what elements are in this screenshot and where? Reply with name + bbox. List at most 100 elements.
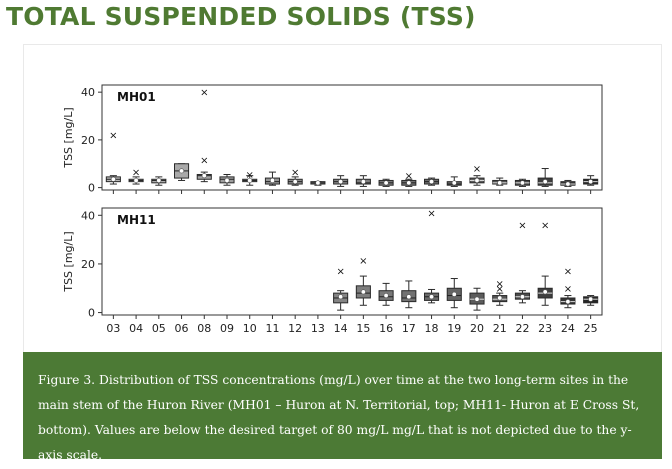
y-axis-title: TSS [mg/L]: [62, 231, 75, 292]
mean-marker: [338, 179, 344, 185]
mean-marker: [292, 179, 298, 185]
x-tick-label: 10: [243, 322, 257, 335]
x-tick-label: 03: [106, 322, 120, 335]
box-04: ×: [128, 168, 144, 185]
mean-marker: [451, 180, 457, 186]
figure-caption: Figure 3. Distribution of TSS concentrat…: [38, 373, 640, 462]
panel-label: MH01: [117, 90, 156, 104]
box-24: ××: [560, 267, 576, 309]
flier-marker: ×: [246, 170, 254, 181]
box-21: [492, 177, 508, 186]
box-17: ×: [401, 171, 417, 187]
box-19: [446, 176, 462, 187]
flier-marker: ×: [200, 88, 208, 99]
x-tick-label: 11: [265, 322, 279, 335]
mean-marker: [360, 289, 366, 295]
mean-marker: [224, 177, 230, 183]
box-03: ×: [105, 131, 121, 185]
x-tick-label: 05: [152, 322, 166, 335]
panel-label: MH11: [117, 213, 156, 227]
box-08: ××: [196, 88, 212, 183]
flier-marker: ×: [291, 168, 299, 179]
x-tick-label: 09: [220, 322, 234, 335]
box-16: [378, 282, 394, 306]
x-tick-label: 20: [470, 322, 484, 335]
x-tick-label: 16: [379, 322, 393, 335]
x-tick-label: 25: [584, 322, 598, 335]
mean-marker: [110, 176, 116, 182]
mean-marker: [360, 179, 366, 185]
y-tick-label: 40: [81, 209, 95, 222]
box-11: [264, 171, 280, 186]
mean-marker: [565, 181, 571, 187]
y-tick-label: 40: [81, 86, 95, 99]
mean-marker: [179, 168, 185, 174]
y-tick-label: 20: [81, 134, 95, 147]
figure-caption-box: Figure 3. Distribution of TSS concentrat…: [23, 352, 662, 462]
mean-marker: [497, 295, 503, 301]
y-tick-label: 0: [88, 182, 95, 195]
mean-marker: [565, 299, 571, 305]
x-tick-label: 17: [402, 322, 416, 335]
box-23: [537, 168, 553, 187]
box-18: [424, 177, 440, 186]
flier-marker: ×: [496, 284, 504, 295]
box-13: [310, 180, 326, 186]
mean-marker: [315, 180, 321, 186]
mean-marker: [269, 177, 275, 183]
box-14: [333, 175, 349, 187]
mean-marker: [338, 294, 344, 300]
box-17: [401, 280, 417, 309]
y-tick-label: 0: [88, 307, 95, 320]
mean-marker: [497, 180, 503, 186]
box-15: [355, 175, 371, 187]
flier-marker: ×: [359, 256, 367, 267]
mean-marker: [588, 296, 594, 302]
box-12: ×: [287, 168, 303, 186]
x-tick-label: 13: [311, 322, 325, 335]
mean-marker: [383, 293, 389, 299]
x-tick-label: 08: [197, 322, 211, 335]
box-22: ×: [514, 221, 530, 304]
y-tick-label: 20: [81, 258, 95, 271]
x-tick-label: 04: [129, 322, 143, 335]
mean-marker: [519, 294, 525, 300]
flier-marker: ×: [564, 267, 572, 278]
box-24: [560, 179, 576, 187]
box-19: [446, 278, 462, 309]
flier-marker: ×: [200, 156, 208, 167]
box-18: ×: [424, 208, 440, 304]
box-05: [151, 176, 167, 186]
page-title: TOTAL SUSPENDED SOLIDS (TSS): [6, 2, 476, 31]
box-21: ××: [492, 279, 508, 306]
x-tick-label: 18: [425, 322, 439, 335]
mean-marker: [201, 173, 207, 179]
y-axis-title: TSS [mg/L]: [62, 107, 75, 168]
box-25: [583, 295, 599, 306]
box-20: [469, 287, 485, 311]
flier-marker: ×: [405, 171, 413, 182]
flier-marker: ×: [473, 164, 481, 175]
x-tick-label: 22: [515, 322, 529, 335]
mean-marker: [474, 296, 480, 302]
mean-marker: [519, 180, 525, 186]
mean-marker: [156, 177, 162, 183]
flier-marker: ×: [427, 208, 435, 219]
flier-marker: ×: [109, 131, 117, 142]
mean-marker: [429, 179, 435, 185]
x-tick-label: 14: [334, 322, 348, 335]
box-10: ×: [242, 170, 258, 186]
mean-marker: [588, 179, 594, 185]
box-22: [514, 178, 530, 187]
panel-mh11: 0 20 40 TSS [mg/L] MH11 03 04 05 06 08 09 10 11 12 13 1…: [62, 207, 603, 335]
mean-marker: [406, 294, 412, 300]
x-tick-label: 19: [447, 322, 461, 335]
mean-marker: [383, 180, 389, 186]
box-15: ×: [355, 256, 371, 306]
flier-marker: ×: [496, 279, 504, 290]
box-09: [219, 173, 235, 186]
x-tick-label: 12: [288, 322, 302, 335]
mean-marker: [406, 180, 412, 186]
x-tick-label: 15: [356, 322, 370, 335]
